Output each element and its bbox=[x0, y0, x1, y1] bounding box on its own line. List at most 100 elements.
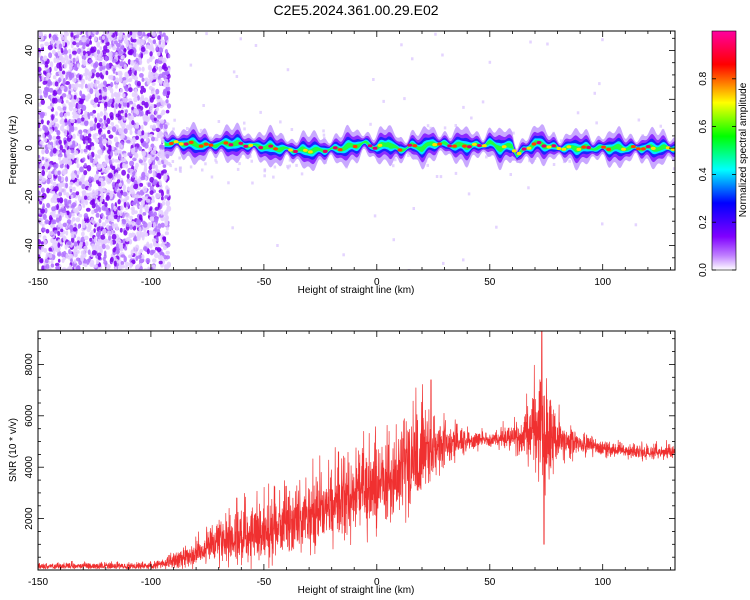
noise-speck bbox=[149, 190, 154, 196]
signal-speck bbox=[441, 53, 444, 57]
noise-speck bbox=[157, 202, 161, 208]
ridge-core bbox=[188, 140, 194, 144]
noise-speck bbox=[91, 114, 96, 119]
noise-speck bbox=[116, 43, 121, 48]
noise-speck bbox=[93, 236, 97, 243]
noise-speck bbox=[60, 118, 64, 123]
noise-speck bbox=[63, 35, 67, 42]
noise-speck bbox=[45, 263, 50, 269]
noise-speck bbox=[91, 202, 96, 209]
noise-speck bbox=[75, 74, 80, 79]
noise-region bbox=[38, 31, 675, 270]
noise-speck bbox=[86, 38, 90, 45]
signal-speck bbox=[392, 238, 395, 242]
noise-speck bbox=[102, 69, 107, 76]
noise-speck bbox=[57, 258, 61, 263]
noise-speck bbox=[153, 216, 159, 223]
x-tick-label: -100 bbox=[141, 277, 161, 288]
noise-speck bbox=[94, 83, 98, 88]
signal-speck bbox=[201, 168, 204, 172]
ridge-core bbox=[551, 144, 557, 148]
noise-speck bbox=[130, 249, 134, 256]
noise-speck bbox=[72, 111, 77, 116]
noise-speck bbox=[148, 222, 152, 228]
noise-speck bbox=[129, 215, 133, 220]
noise-speck bbox=[51, 114, 54, 121]
noise-speck bbox=[157, 223, 162, 230]
noise-speck bbox=[122, 97, 128, 103]
noise-speck bbox=[144, 77, 149, 82]
noise-speck bbox=[41, 192, 47, 200]
noise-speck bbox=[94, 137, 99, 143]
noise-speck bbox=[166, 189, 170, 194]
noise-speck bbox=[161, 201, 166, 206]
ridge-core bbox=[541, 144, 547, 148]
signal-speck bbox=[382, 99, 385, 103]
noise-speck bbox=[50, 185, 54, 191]
snr-series-line bbox=[38, 331, 675, 570]
noise-speck bbox=[44, 126, 49, 133]
noise-speck bbox=[102, 228, 107, 235]
ridge-core bbox=[601, 145, 606, 149]
noise-speck bbox=[99, 111, 104, 117]
noise-speck bbox=[62, 222, 67, 228]
noise-speck bbox=[160, 123, 163, 130]
signal-speck bbox=[238, 162, 241, 166]
noise-speck bbox=[144, 49, 149, 55]
noise-speck bbox=[61, 207, 67, 214]
noise-speck bbox=[139, 111, 143, 117]
noise-speck bbox=[51, 219, 55, 225]
noise-speck bbox=[85, 192, 90, 197]
signal-speck bbox=[173, 118, 176, 122]
noise-speck bbox=[104, 169, 109, 174]
noise-speck bbox=[62, 70, 66, 75]
noise-speck bbox=[102, 138, 107, 145]
noise-speck bbox=[99, 65, 103, 72]
signal-speck bbox=[227, 181, 230, 185]
noise-speck bbox=[68, 199, 72, 204]
noise-speck bbox=[77, 223, 81, 229]
noise-speck bbox=[149, 103, 155, 109]
noise-speck bbox=[87, 137, 92, 144]
noise-speck bbox=[136, 178, 140, 185]
noise-speck bbox=[78, 181, 82, 186]
noise-speck bbox=[41, 156, 45, 161]
noise-speck bbox=[76, 163, 80, 168]
noise-speck bbox=[87, 187, 92, 192]
noise-speck bbox=[120, 264, 126, 269]
noise-speck bbox=[114, 159, 119, 163]
noise-speck bbox=[62, 106, 67, 111]
colorbar-tick-label: 0.2 bbox=[698, 215, 709, 229]
snr-x-axis-label: Height of straight line (km) bbox=[298, 585, 415, 596]
noise-speck bbox=[114, 97, 119, 103]
noise-speck bbox=[159, 254, 163, 261]
noise-speck bbox=[141, 100, 146, 106]
noise-speck bbox=[77, 104, 81, 109]
noise-speck bbox=[80, 255, 85, 262]
ridge-core bbox=[223, 141, 229, 145]
noise-speck bbox=[38, 88, 41, 94]
noise-speck bbox=[164, 35, 169, 41]
noise-speck bbox=[130, 207, 135, 211]
noise-speck bbox=[111, 158, 115, 164]
noise-speck bbox=[106, 230, 112, 237]
noise-speck bbox=[69, 224, 74, 231]
noise-speck bbox=[38, 254, 41, 260]
noise-speck bbox=[155, 156, 159, 161]
noise-speck bbox=[71, 237, 75, 244]
noise-speck bbox=[72, 102, 76, 108]
noise-speck bbox=[147, 64, 152, 71]
ridge-core bbox=[198, 144, 204, 148]
noise-speck bbox=[148, 146, 153, 151]
noise-speck bbox=[131, 92, 136, 98]
signal-speck bbox=[171, 160, 175, 163]
noise-speck bbox=[137, 66, 142, 72]
signal-speck bbox=[392, 164, 395, 168]
noise-speck bbox=[115, 103, 118, 109]
noise-speck bbox=[70, 126, 75, 133]
noise-speck bbox=[68, 101, 73, 107]
signal-speck bbox=[488, 60, 492, 64]
noise-speck bbox=[87, 83, 91, 89]
noise-speck bbox=[156, 95, 161, 100]
noise-speck bbox=[133, 180, 138, 185]
